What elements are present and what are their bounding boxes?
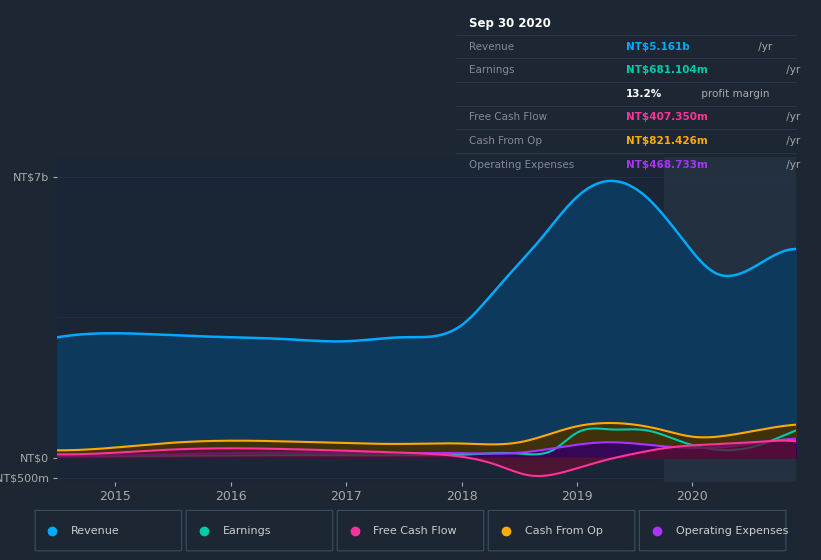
Text: Operating Expenses: Operating Expenses: [470, 160, 575, 170]
Text: Earnings: Earnings: [222, 526, 271, 535]
Text: Cash From Op: Cash From Op: [525, 526, 603, 535]
Text: NT$821.426m: NT$821.426m: [626, 136, 708, 146]
Text: Revenue: Revenue: [71, 526, 120, 535]
Text: NT$407.350m: NT$407.350m: [626, 113, 708, 123]
Text: Operating Expenses: Operating Expenses: [676, 526, 788, 535]
Text: 13.2%: 13.2%: [626, 89, 663, 99]
Text: Earnings: Earnings: [470, 65, 515, 75]
Text: Free Cash Flow: Free Cash Flow: [374, 526, 457, 535]
Text: NT$681.104m: NT$681.104m: [626, 65, 708, 75]
Text: NT$5.161b: NT$5.161b: [626, 41, 690, 52]
Text: /yr: /yr: [754, 41, 772, 52]
Text: /yr: /yr: [783, 113, 800, 123]
Text: /yr: /yr: [783, 65, 800, 75]
Text: /yr: /yr: [783, 136, 800, 146]
Bar: [663, 157, 796, 482]
Text: Cash From Op: Cash From Op: [470, 136, 543, 146]
Text: Revenue: Revenue: [470, 41, 515, 52]
Text: NT$468.733m: NT$468.733m: [626, 160, 708, 170]
Text: Sep 30 2020: Sep 30 2020: [470, 16, 551, 30]
Text: Free Cash Flow: Free Cash Flow: [470, 113, 548, 123]
Text: /yr: /yr: [783, 160, 800, 170]
Text: profit margin: profit margin: [698, 89, 769, 99]
